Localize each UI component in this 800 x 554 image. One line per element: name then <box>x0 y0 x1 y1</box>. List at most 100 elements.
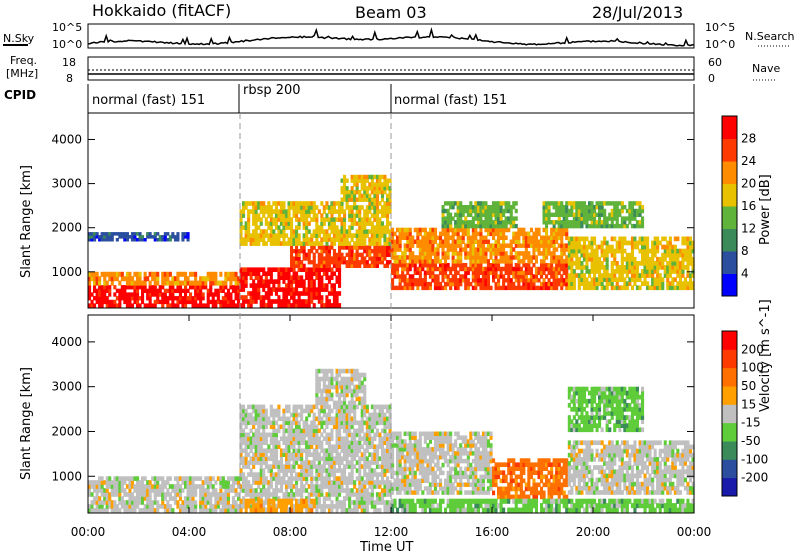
data-cell <box>254 448 258 453</box>
data-cell <box>105 271 109 277</box>
data-cell <box>100 235 104 239</box>
data-cell <box>93 276 97 282</box>
data-cell <box>171 285 175 290</box>
data-cell <box>340 225 344 230</box>
data-cell <box>595 220 599 225</box>
data-cell <box>613 273 617 278</box>
data-cell <box>360 488 364 493</box>
data-cell <box>163 480 167 485</box>
data-cell <box>267 480 271 485</box>
data-cell <box>370 496 374 501</box>
data-cell <box>368 221 372 226</box>
data-cell <box>292 209 296 214</box>
data-cell <box>656 273 660 278</box>
data-cell <box>476 208 480 214</box>
data-cell <box>244 412 248 418</box>
data-cell <box>340 456 344 461</box>
data-cell <box>292 508 296 513</box>
data-cell <box>446 266 450 272</box>
data-cell <box>171 299 175 305</box>
data-cell <box>375 237 379 242</box>
data-cell <box>391 251 395 256</box>
data-cell <box>136 504 140 509</box>
data-cell <box>123 500 127 505</box>
data-cell <box>120 488 124 493</box>
data-cell <box>676 281 680 286</box>
data-cell <box>133 232 137 236</box>
data-cell <box>608 248 612 254</box>
data-cell <box>194 288 198 293</box>
data-cell <box>325 460 329 465</box>
data-cell <box>148 496 152 501</box>
data-cell <box>262 476 266 481</box>
data-cell <box>264 412 268 418</box>
data-cell <box>577 205 581 210</box>
data-cell <box>423 239 427 244</box>
data-cell <box>471 285 475 291</box>
data-cell <box>315 225 319 230</box>
data-cell <box>570 244 574 250</box>
data-cell <box>340 189 344 195</box>
data-cell <box>378 217 382 222</box>
data-cell <box>509 247 513 252</box>
data-cell <box>350 252 354 257</box>
data-cell <box>489 251 493 256</box>
data-cell <box>247 412 251 418</box>
data-cell <box>199 500 203 505</box>
data-cell <box>125 508 129 513</box>
data-cell <box>118 484 122 489</box>
data-cell <box>350 472 354 477</box>
data-cell <box>401 266 405 272</box>
data-cell <box>108 285 112 290</box>
data-cell <box>224 292 228 297</box>
data-cell <box>285 267 289 272</box>
data-cell <box>257 476 261 481</box>
data-cell <box>315 484 319 489</box>
data-cell <box>330 229 334 234</box>
data-cell <box>211 488 215 493</box>
data-cell <box>340 201 344 206</box>
data-cell <box>590 277 594 282</box>
data-cell <box>100 488 104 493</box>
data-cell <box>282 267 286 272</box>
data-cell <box>646 265 650 270</box>
data-cell <box>305 241 309 246</box>
data-cell <box>93 232 97 236</box>
cpid-row: CPID normal (fast) 151 rbsp 200 normal (… <box>4 83 695 113</box>
data-cell <box>322 245 326 250</box>
data-cell <box>449 235 453 240</box>
data-cell <box>282 464 286 469</box>
data-cell <box>204 492 208 497</box>
data-cell <box>588 240 592 246</box>
data-cell <box>254 237 258 242</box>
data-cell <box>332 283 336 288</box>
data-cell <box>343 480 347 485</box>
data-cell <box>297 217 301 222</box>
data-cell <box>456 227 460 233</box>
data-cell <box>345 492 349 497</box>
data-cell <box>598 220 602 225</box>
data-cell <box>355 476 359 481</box>
data-cell <box>673 269 677 274</box>
data-cell <box>464 220 468 225</box>
data-cell <box>590 285 594 291</box>
data-cell <box>613 212 617 217</box>
data-cell <box>176 232 180 236</box>
data-cell <box>320 295 324 300</box>
data-cell <box>287 209 291 214</box>
data-cell <box>163 271 167 277</box>
data-cell <box>259 299 263 304</box>
data-cell <box>484 212 488 217</box>
data-cell <box>282 492 286 497</box>
data-cell <box>292 287 296 292</box>
data-cell <box>494 212 498 217</box>
data-cell <box>517 263 521 268</box>
data-cell <box>646 285 650 291</box>
data-cell <box>459 266 463 272</box>
data-cell <box>262 279 266 284</box>
data-cell <box>375 233 379 238</box>
data-cell <box>252 420 256 426</box>
data-cell <box>353 174 357 180</box>
data-cell <box>141 496 145 501</box>
data-cell <box>315 295 319 300</box>
